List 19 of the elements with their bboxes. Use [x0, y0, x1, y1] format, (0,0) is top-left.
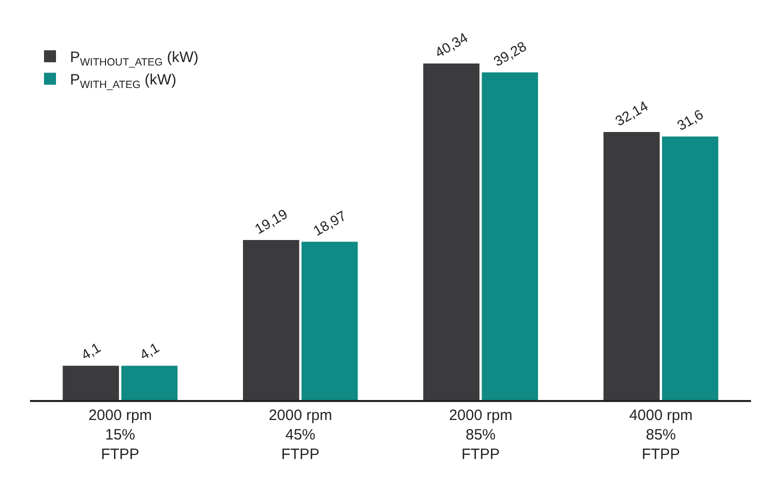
data-label: 4,1 — [78, 339, 104, 363]
bar — [423, 64, 480, 400]
bar — [302, 242, 358, 400]
x-tick-label: 2000 rpm 85% FTPP — [448, 406, 512, 463]
legend-label: P$_{WITH_ATEG}$ (kW) — [70, 72, 176, 91]
bar — [603, 132, 660, 400]
data-label: 4,1 — [136, 339, 162, 363]
bar — [482, 72, 538, 400]
data-label: 40,34 — [432, 29, 471, 61]
bar — [62, 366, 119, 400]
x-tick-label: 2000 rpm 15% FTPP — [88, 406, 152, 463]
data-label: 31,6 — [674, 106, 706, 134]
bar — [662, 136, 718, 400]
legend-label: P$_{WITHOUT_ATEG}$ (kW) — [70, 49, 198, 68]
x-tick-label: 2000 rpm 45% FTPP — [268, 406, 332, 463]
x-tick-label: 4000 rpm 85% FTPP — [629, 406, 693, 463]
bar — [242, 240, 300, 400]
data-label: 39,28 — [490, 38, 530, 70]
bar — [121, 366, 178, 400]
